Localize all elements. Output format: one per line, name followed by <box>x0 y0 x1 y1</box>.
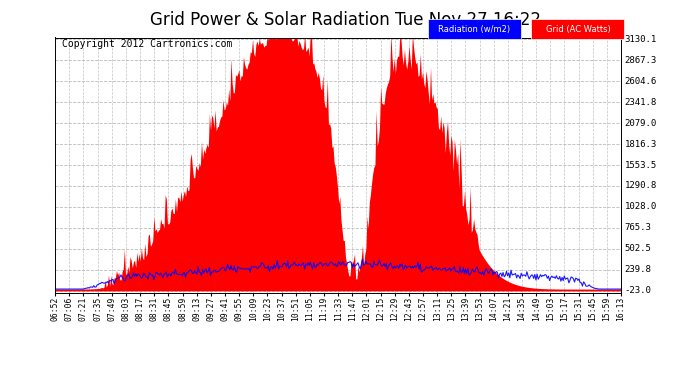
Text: 1816.3: 1816.3 <box>624 140 657 148</box>
Text: 239.8: 239.8 <box>624 266 651 274</box>
Text: 502.5: 502.5 <box>624 244 651 254</box>
Text: 1028.0: 1028.0 <box>624 202 657 211</box>
Text: 1290.8: 1290.8 <box>624 182 657 190</box>
Text: Radiation (w/m2): Radiation (w/m2) <box>438 25 511 34</box>
Text: Grid Power & Solar Radiation Tue Nov 27 16:22: Grid Power & Solar Radiation Tue Nov 27 … <box>150 11 540 29</box>
Text: 1553.5: 1553.5 <box>624 160 657 170</box>
Text: -23.0: -23.0 <box>624 286 651 296</box>
Text: 765.3: 765.3 <box>624 224 651 232</box>
Text: 2604.6: 2604.6 <box>624 76 657 86</box>
Text: Grid (AC Watts): Grid (AC Watts) <box>546 25 610 34</box>
Text: 3130.1: 3130.1 <box>624 34 657 44</box>
Text: 2079.0: 2079.0 <box>624 118 657 128</box>
Text: 2341.8: 2341.8 <box>624 98 657 106</box>
Text: Copyright 2012 Cartronics.com: Copyright 2012 Cartronics.com <box>62 39 233 50</box>
Text: 2867.3: 2867.3 <box>624 56 657 64</box>
